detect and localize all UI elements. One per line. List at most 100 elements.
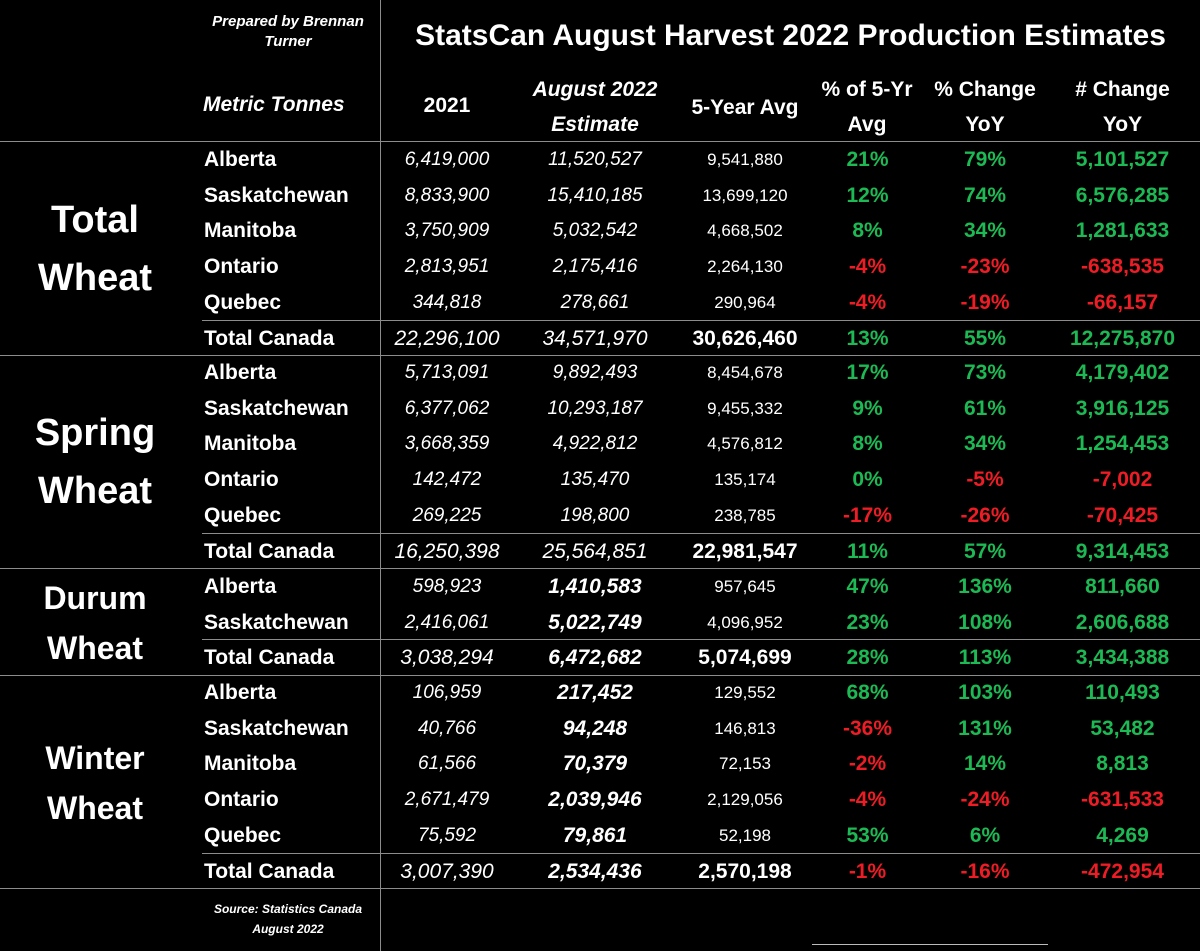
pcty-cell: -19% (960, 290, 1010, 314)
table-row: Quebec 75,592 79,861 52,198 53% 6% 4,269 (0, 818, 1200, 854)
total-row: Total Canada 16,250,398 25,564,851 22,981,5… (0, 534, 1200, 570)
pcty-cell: 57% (963, 539, 1007, 563)
avg5-cell: 135,174 (714, 470, 776, 490)
province-cell: Manitoba (204, 432, 297, 456)
y2021-cell: 5,713,091 (404, 362, 490, 383)
y2021-cell: 2,416,061 (404, 611, 490, 633)
pct5-cell: -4% (848, 788, 887, 812)
estimate-cell: 15,410,185 (547, 184, 643, 206)
total-row: Total Canada 3,007,390 2,534,436 2,570,198 -… (0, 854, 1200, 890)
pct5-cell: 47% (846, 575, 889, 598)
section-label-line: Wheat (47, 789, 143, 826)
province-cell: Manitoba (204, 752, 297, 776)
numy-cell: 3,916,125 (1075, 396, 1170, 420)
header-2021-text: 2021 (423, 94, 471, 117)
total-rule (202, 532, 1200, 534)
avg5-cell: 957,645 (714, 577, 776, 596)
estimate-cell: 278,661 (560, 291, 630, 313)
y2021-cell: 3,038,294 (400, 646, 494, 670)
numy-cell: 12,275,870 (1069, 326, 1176, 350)
header-pct-5yr: % of 5-Yr Avg (812, 72, 922, 142)
province-cell: Total Canada (204, 646, 335, 670)
prepared-by-credit: Prepared by Brennan Turner (200, 12, 376, 52)
estimate-cell: 11,520,527 (548, 149, 642, 170)
numy-cell: 9,314,453 (1075, 539, 1170, 563)
province-cell: Ontario (204, 468, 279, 492)
header-2021: 2021 (382, 88, 512, 123)
avg5-cell: 9,455,332 (707, 398, 783, 418)
pcty-cell: -16% (960, 859, 1010, 883)
y2021-cell: 3,007,390 (400, 859, 494, 883)
estimate-cell: 5,022,749 (548, 610, 642, 634)
total-row: Total Canada 3,038,294 6,472,682 5,074,699 2… (0, 640, 1200, 676)
prepared-by-line-1: Prepared by Brennan (212, 13, 364, 30)
pcty-cell: 61% (963, 396, 1007, 420)
estimate-cell: 94,248 (562, 716, 628, 740)
table-row: Saskatchewan 40,766 94,248 146,813 -36% 131% 5… (0, 711, 1200, 747)
province-cell: Quebec (204, 503, 282, 527)
header-estimate: August 2022 Estimate (520, 72, 670, 142)
header-pct-5yr-line-1: % of 5-Yr (821, 78, 913, 101)
header-5yr-avg: 5-Year Avg (675, 90, 815, 125)
numy-cell: 1,254,453 (1075, 432, 1170, 456)
y2021-cell: 61,566 (417, 753, 477, 775)
y2021-cell: 40,766 (417, 717, 477, 739)
pcty-cell: 131% (958, 716, 1012, 740)
header-pct-yoy: % Change YoY (920, 72, 1050, 142)
avg5-cell: 72,153 (719, 754, 771, 774)
pct5-cell: 28% (846, 646, 889, 670)
numy-cell: -70,425 (1086, 503, 1159, 527)
avg5-cell: 30,626,460 (692, 326, 798, 350)
estimate-cell: 34,571,970 (542, 326, 648, 350)
table-row: Quebec 344,818 278,661 290,964 -4% -19% -66,15… (0, 285, 1200, 321)
numy-cell: 4,179,402 (1075, 361, 1170, 384)
table-row: Ontario 2,813,951 2,175,416 2,264,130 -4% -23… (0, 249, 1200, 285)
numy-cell: 3,434,388 (1075, 646, 1170, 670)
numy-cell: -472,954 (1081, 859, 1164, 883)
numy-cell: 8,813 (1096, 752, 1149, 776)
table-row: Manitoba 3,668,359 4,922,812 4,576,812 8% 34%… (0, 426, 1200, 462)
total-rule (202, 852, 1200, 854)
y2021-cell: 2,813,951 (404, 256, 490, 278)
table-row: Saskatchewan 6,377,062 10,293,187 9,455,332… (0, 391, 1200, 427)
pct5-cell: 11% (847, 539, 888, 563)
table-row: Saskatchewan 2,416,061 5,022,749 4,096,952 2… (0, 605, 1200, 641)
estimate-cell: 135,470 (560, 469, 630, 491)
pcty-cell: 113% (958, 646, 1012, 670)
pcty-cell: 34% (963, 432, 1007, 456)
estimate-cell: 9,892,493 (552, 362, 638, 383)
section-label-line: Spring (34, 412, 156, 455)
header-pct-yoy-line-1: % Change (934, 78, 1036, 101)
pcty-cell: -23% (960, 255, 1010, 279)
total-rule (202, 319, 1200, 321)
header-num-yoy: # Change YoY (1045, 72, 1200, 142)
province-cell: Quebec (204, 823, 282, 847)
y2021-cell: 106,959 (412, 682, 482, 703)
estimate-cell: 2,175,416 (552, 256, 638, 278)
numy-cell: 4,269 (1096, 823, 1149, 847)
section-label-line: Wheat (47, 629, 143, 666)
source-note: Source: Statistics Canada August 2022 (200, 899, 376, 939)
province-cell: Quebec (204, 290, 282, 314)
estimate-cell: 1,410,583 (548, 575, 642, 598)
y2021-cell: 344,818 (412, 291, 482, 313)
pcty-cell: 79% (963, 148, 1007, 171)
avg5-cell: 290,964 (714, 292, 776, 312)
section-rule (0, 675, 1200, 677)
source-line-1: Source: Statistics Canada (213, 902, 363, 916)
pct5-cell: 8% (852, 219, 883, 243)
avg5-cell: 8,454,678 (707, 363, 783, 382)
table-row: Saskatchewan 8,833,900 15,410,185 13,699,12… (0, 178, 1200, 214)
pct5-cell: 0% (852, 468, 883, 492)
numy-cell: -7,002 (1092, 468, 1153, 492)
numy-cell: -638,535 (1081, 255, 1164, 279)
header-5yr-avg-text: 5-Year Avg (691, 96, 799, 119)
prepared-by-line-2: Turner (264, 33, 312, 50)
pcty-cell: 34% (963, 219, 1007, 243)
units-label: Metric Tonnes (203, 93, 345, 116)
y2021-cell: 598,923 (412, 576, 482, 597)
avg5-cell: 13,699,120 (702, 185, 788, 205)
estimate-cell: 217,452 (557, 681, 633, 704)
y2021-cell: 269,225 (412, 504, 482, 526)
avg5-cell: 52,198 (719, 825, 771, 845)
